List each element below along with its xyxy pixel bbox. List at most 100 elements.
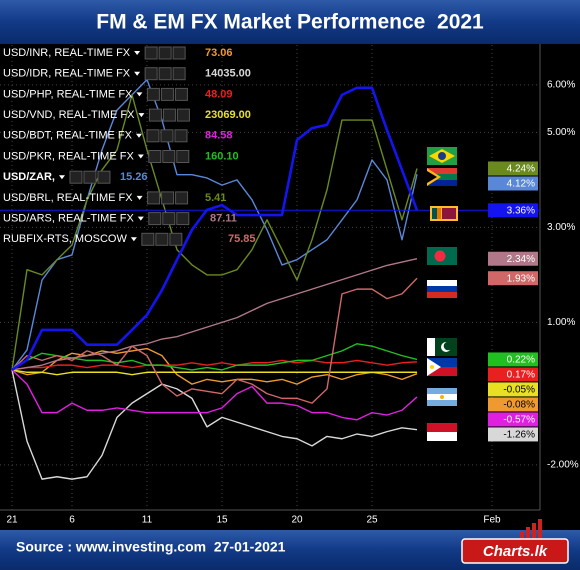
legend-name: USD/ZAR, bbox=[3, 171, 55, 183]
flag-brazil bbox=[427, 147, 457, 165]
legend-icon bbox=[146, 129, 160, 143]
logo-text: Charts.lk bbox=[483, 543, 548, 560]
end-label: 2.34% bbox=[507, 254, 535, 265]
end-label: 0.17% bbox=[507, 370, 535, 381]
legend-quote: 73.06 bbox=[205, 47, 233, 59]
end-label-box bbox=[488, 271, 538, 286]
y-tick-label: -2.00% bbox=[547, 460, 579, 471]
end-label-box bbox=[488, 203, 538, 218]
legend-caret bbox=[138, 113, 145, 118]
legend-icon bbox=[172, 67, 186, 81]
legend-name: USD/BRL, REAL-TIME FX bbox=[3, 192, 133, 204]
series-line bbox=[11, 347, 418, 385]
x-tick-label: Feb bbox=[483, 515, 501, 526]
legend-icon bbox=[162, 212, 176, 226]
legend-name: RUBFIX-RTS, MOSCOW bbox=[3, 233, 127, 245]
series-line bbox=[11, 343, 418, 371]
y-tick-label: 3.00% bbox=[547, 222, 575, 233]
end-label: -0.05% bbox=[503, 385, 535, 396]
legend-name: USD/IDR, REAL-TIME FX bbox=[3, 68, 131, 80]
end-label-box bbox=[488, 382, 538, 397]
series-line bbox=[11, 369, 417, 376]
legend-caret bbox=[136, 92, 143, 97]
legend-icon bbox=[162, 150, 176, 163]
legend-icon bbox=[83, 170, 97, 184]
y-tick-label: 1.00% bbox=[547, 317, 575, 328]
x-tick-label: 11 bbox=[142, 515, 153, 526]
x-tick-label: 15 bbox=[216, 515, 228, 526]
series-line bbox=[11, 277, 418, 404]
legend-icon bbox=[155, 232, 169, 246]
legend-quote: 5.41 bbox=[205, 192, 226, 204]
source: Source : www.investing.com 27-01-2021 bbox=[16, 539, 286, 555]
legend-icon bbox=[176, 212, 190, 226]
series-line bbox=[11, 258, 418, 371]
x-tick-label: 20 bbox=[291, 515, 303, 526]
logo: Charts.lk bbox=[461, 519, 569, 564]
end-label-box bbox=[488, 352, 538, 367]
flag-bangladesh bbox=[427, 247, 457, 265]
legend-quote: 15.26 bbox=[120, 171, 148, 183]
end-label-box bbox=[488, 251, 538, 266]
legend-name: USD/ARS, REAL-TIME FX bbox=[3, 213, 134, 225]
legend-icon bbox=[158, 46, 172, 60]
flag-argentina bbox=[427, 388, 457, 406]
legend-icon bbox=[176, 150, 190, 163]
legend-icon bbox=[161, 191, 175, 205]
legend-icon bbox=[144, 46, 158, 60]
series-line bbox=[11, 86, 419, 371]
legend-quote: 23069.00 bbox=[205, 109, 251, 121]
end-label: 4.12% bbox=[507, 179, 535, 190]
legend-icon bbox=[174, 129, 188, 143]
end-label: 1.93% bbox=[507, 273, 535, 284]
legend-icon bbox=[162, 108, 176, 122]
legend-caret bbox=[58, 175, 65, 180]
legend-icon bbox=[176, 108, 190, 122]
legend-quote: 84.58 bbox=[205, 130, 233, 142]
end-label-box bbox=[488, 161, 538, 176]
flag-indonesia bbox=[427, 423, 457, 441]
legend-icon bbox=[147, 191, 161, 205]
flag-philippines bbox=[427, 358, 457, 376]
legend-name: USD/INR, REAL-TIME FX bbox=[3, 47, 131, 59]
end-label: 0.22% bbox=[507, 355, 535, 366]
flag-sri-lanka bbox=[430, 206, 458, 221]
legend-name: USD/PKR, REAL-TIME FX bbox=[3, 150, 134, 162]
series-line bbox=[11, 369, 418, 421]
legend-icon bbox=[148, 108, 162, 122]
legend-icon bbox=[148, 150, 162, 163]
legend-caret bbox=[134, 71, 141, 76]
legend-quote: 48.09 bbox=[205, 88, 233, 100]
legend-icon bbox=[146, 87, 160, 101]
legend-caret bbox=[136, 195, 143, 200]
legend-name: USD/VND, REAL-TIME FX bbox=[3, 109, 135, 121]
series-line bbox=[11, 369, 418, 480]
x-tick-label: 25 bbox=[366, 515, 378, 526]
end-label: -0.57% bbox=[503, 415, 535, 426]
end-label: 4.24% bbox=[507, 164, 535, 175]
legend-icon bbox=[160, 87, 174, 101]
legend-quote: 14035.00 bbox=[205, 68, 251, 80]
legend-caret bbox=[134, 51, 141, 55]
legend-icon bbox=[175, 191, 189, 205]
x-tick-label: 21 bbox=[6, 515, 18, 526]
legend-icon bbox=[172, 46, 186, 60]
title-bar bbox=[0, 0, 580, 44]
end-label: -0.08% bbox=[503, 400, 535, 411]
series-line bbox=[11, 359, 418, 371]
end-label-box bbox=[488, 427, 538, 442]
end-label-box bbox=[488, 412, 538, 427]
legend-caret bbox=[137, 216, 144, 221]
flag-pakistan bbox=[427, 338, 457, 356]
legend-icon bbox=[148, 212, 162, 226]
legend-caret bbox=[135, 133, 142, 138]
end-label-box bbox=[488, 397, 538, 412]
legend-quote: 75.85 bbox=[228, 233, 256, 245]
legend-quote: 87.11 bbox=[210, 213, 237, 225]
end-label: 3.36% bbox=[507, 205, 535, 216]
legend-icon bbox=[144, 67, 158, 81]
legend-icon bbox=[158, 67, 172, 81]
legend-icon bbox=[169, 232, 183, 246]
